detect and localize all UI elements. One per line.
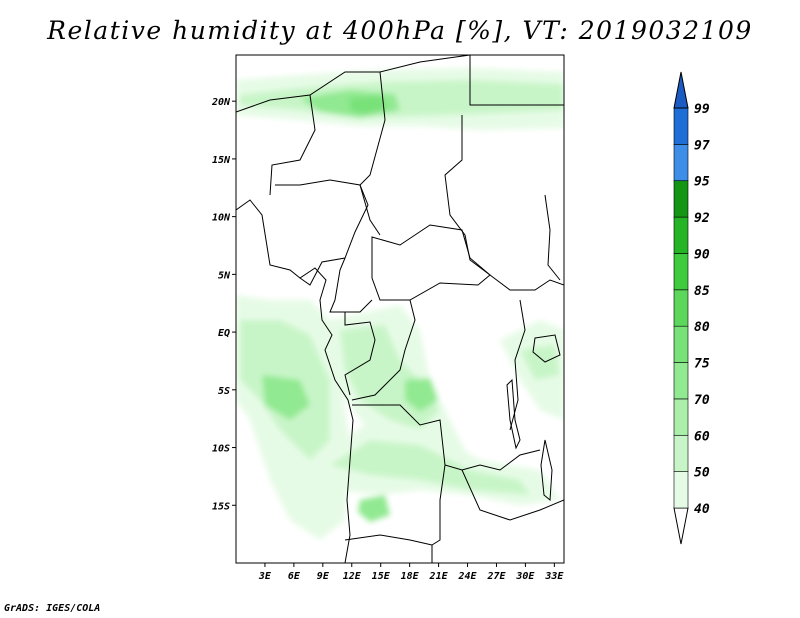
border-drc-north	[351, 299, 416, 401]
colorbar-label: 50	[694, 466, 710, 481]
border-car	[371, 224, 491, 301]
colorbar-label: 75	[694, 357, 710, 372]
border-niger-chad	[359, 71, 386, 236]
humidity-south-peak	[358, 495, 390, 522]
lon-tick-label: 21E	[429, 571, 449, 582]
colorbar-segment	[673, 144, 689, 182]
border-cameroon	[329, 257, 373, 313]
border-east-africa	[489, 274, 564, 431]
colorbar-lower-triangle	[673, 507, 689, 545]
humidity-field	[236, 68, 564, 540]
colorbar-segment	[673, 180, 689, 218]
lat-tick-label: 15S	[212, 501, 230, 512]
border-nigeria	[275, 179, 369, 286]
humidity-central-peak	[405, 378, 438, 412]
lat-tick-label: 5N	[218, 270, 231, 281]
lon-tick-label: 33E	[544, 571, 564, 582]
colorbar-label: 99	[694, 102, 710, 117]
lake-malawi	[540, 439, 553, 502]
colorbar-label: 92	[694, 211, 710, 226]
humidity-band-north-peak2	[350, 96, 388, 114]
lat-tick-label: 10S	[212, 444, 230, 455]
lon-tick-label: 3E	[258, 571, 272, 582]
lon-tick-label: 6E	[288, 571, 301, 582]
border-sahel-1	[236, 55, 471, 113]
humidity-west-peak	[262, 375, 310, 420]
lake-victoria	[532, 334, 561, 363]
border-namibia	[344, 534, 433, 546]
lon-tick-label: 18E	[401, 571, 420, 582]
lon-tick-label: 9E	[317, 571, 330, 582]
border-sahel-2	[269, 94, 316, 196]
colorbar-label: 60	[694, 429, 710, 444]
colorbar-label: 95	[694, 175, 710, 190]
lake-tanganyika	[506, 378, 521, 450]
colorbar-segment	[673, 216, 689, 254]
colorbar-segment	[673, 471, 689, 509]
colorbar: 40 50 60 70 75 80 85 90 92 95 97 99	[673, 71, 710, 545]
colorbar-label: 97	[694, 138, 710, 153]
lat-tick-label: 10N	[212, 213, 231, 224]
border-drc-south	[352, 404, 541, 471]
lat-tick-label: 5S	[218, 386, 230, 397]
colorbar-segment	[673, 434, 689, 472]
lat-tick-label: 15N	[212, 155, 231, 166]
lat-tick-label: EQ	[218, 328, 230, 339]
border-sudan-east	[544, 194, 561, 281]
border-chad-sudan	[444, 115, 491, 276]
border-angola-zambia	[431, 464, 446, 563]
lon-tick-label: 27E	[486, 571, 506, 582]
map-frame	[235, 54, 565, 564]
colorbar-upper-triangle	[673, 71, 689, 109]
lon-tick-label: 15E	[372, 571, 391, 582]
colorbar-segment	[673, 362, 689, 400]
lat-tick-label: 20N	[211, 97, 231, 108]
colorbar-label: 80	[694, 320, 710, 335]
colorbar-segment	[673, 398, 689, 436]
border-coastline-west	[236, 199, 354, 563]
humidity-south-core	[330, 440, 530, 495]
colorbar-segment	[673, 253, 689, 291]
border-gabon-congo	[330, 311, 376, 396]
lon-tick-label: 24E	[457, 571, 477, 582]
colorbar-segment	[673, 107, 689, 145]
country-borders	[236, 55, 564, 563]
latitude-axis: 20N 15N 10N 5N EQ 5S 10S 15S	[211, 97, 236, 512]
colorbar-label: 70	[694, 393, 710, 408]
humidity-east-core	[520, 345, 560, 380]
colorbar-label: 90	[694, 247, 710, 262]
colorbar-label: 85	[694, 284, 710, 299]
colorbar-label: 40	[694, 502, 710, 517]
longitude-axis: 3E 6E 9E 12E 15E 18E 21E 24E 27E 30E 33E	[258, 563, 564, 582]
colorbar-segment	[673, 289, 689, 327]
lon-tick-label: 12E	[343, 571, 362, 582]
credit-text: GrADS: IGES/COLA	[4, 603, 101, 614]
lon-tick-label: 30E	[515, 571, 535, 582]
border-egypt	[469, 55, 564, 106]
colorbar-segment	[673, 325, 689, 363]
chart-title: Relative humidity at 400hPa [%], VT: 201…	[47, 16, 753, 45]
border-zambia-east	[461, 469, 564, 521]
